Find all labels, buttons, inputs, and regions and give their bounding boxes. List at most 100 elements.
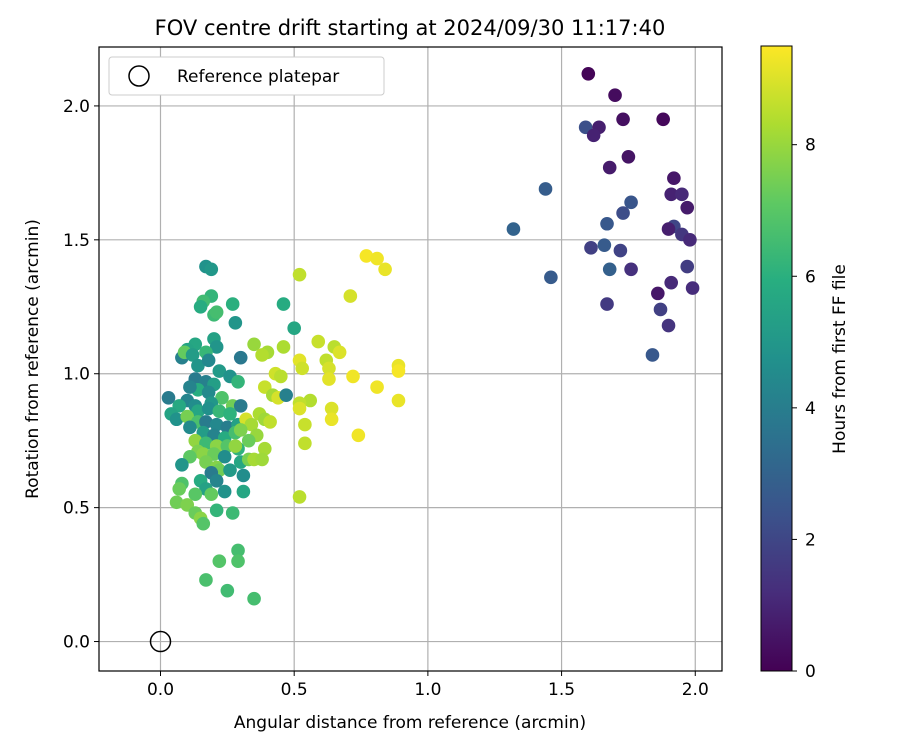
data-point xyxy=(292,490,307,504)
colorbar-gradient xyxy=(760,45,793,672)
data-point xyxy=(204,262,219,277)
colorbar-tick-label: 8 xyxy=(805,136,816,156)
data-point xyxy=(332,345,347,360)
colorbar-ticks: 0 2 4 6 8 xyxy=(792,136,816,682)
data-point xyxy=(653,302,668,317)
data-point xyxy=(303,393,318,408)
x-tick-label: 1.0 xyxy=(414,680,441,700)
data-point xyxy=(201,385,216,400)
data-point xyxy=(233,399,248,413)
data-point xyxy=(295,361,310,376)
data-point xyxy=(255,452,269,467)
data-point xyxy=(199,455,213,469)
data-point xyxy=(602,160,617,175)
data-point xyxy=(241,433,256,448)
data-point xyxy=(212,554,227,568)
data-point xyxy=(191,404,205,419)
data-point xyxy=(624,262,638,277)
data-point xyxy=(228,316,243,330)
data-point xyxy=(624,195,638,210)
data-point xyxy=(613,243,628,258)
data-point xyxy=(680,200,695,215)
data-point xyxy=(616,112,630,127)
data-point xyxy=(183,380,197,394)
data-point xyxy=(209,503,224,518)
data-point xyxy=(664,187,678,202)
data-point xyxy=(188,433,203,448)
colorbar-tick-label: 2 xyxy=(805,530,816,550)
data-point xyxy=(586,128,601,143)
data-point xyxy=(322,372,336,386)
data-point xyxy=(680,259,695,274)
data-point xyxy=(236,484,251,499)
data-point xyxy=(225,297,240,311)
data-point xyxy=(231,374,245,389)
data-point xyxy=(506,222,521,236)
data-point xyxy=(391,364,406,378)
data-point xyxy=(220,583,235,598)
data-point xyxy=(322,361,336,376)
data-point xyxy=(199,573,213,587)
data-point xyxy=(346,369,360,384)
x-tick-label: 2.0 xyxy=(682,680,709,700)
data-point xyxy=(298,417,312,432)
data-point xyxy=(656,112,670,127)
data-point xyxy=(292,267,307,282)
data-point xyxy=(199,415,213,429)
data-point xyxy=(616,206,630,220)
data-point xyxy=(279,388,293,402)
data-point xyxy=(311,334,326,349)
data-point xyxy=(276,297,291,311)
data-point xyxy=(196,516,211,531)
data-point xyxy=(584,241,598,255)
data-point xyxy=(217,484,232,499)
y-tick-label: 0.5 xyxy=(63,499,90,519)
data-point xyxy=(538,182,553,196)
data-point xyxy=(378,262,392,277)
grid-lines xyxy=(99,47,722,671)
data-point xyxy=(324,412,339,427)
data-point xyxy=(201,401,216,416)
colorbar-label: Hours from first FF file xyxy=(830,264,850,454)
data-point xyxy=(191,358,205,373)
y-axis-label: Rotation from reference (arcmin) xyxy=(23,219,43,499)
data-point xyxy=(169,495,184,510)
data-point xyxy=(600,216,614,231)
data-point xyxy=(370,251,384,266)
data-point xyxy=(169,412,184,427)
data-point xyxy=(225,506,240,520)
data-point xyxy=(231,543,245,558)
data-point xyxy=(324,401,339,416)
x-tick-label: 0.0 xyxy=(147,680,174,700)
reference-point xyxy=(149,630,172,653)
data-point xyxy=(209,305,224,319)
data-point xyxy=(217,449,232,464)
data-point xyxy=(263,415,277,429)
data-point xyxy=(228,439,243,453)
data-point xyxy=(161,391,176,405)
data-point xyxy=(685,281,700,295)
data-point xyxy=(292,401,307,416)
data-point xyxy=(683,233,697,247)
x-axis-label: Angular distance from reference (arcmin) xyxy=(234,713,586,733)
legend-label: Reference platepar xyxy=(177,67,339,87)
y-tick-label: 2.0 xyxy=(63,97,90,117)
data-point xyxy=(359,249,374,263)
data-point xyxy=(193,299,208,314)
plot-frame xyxy=(98,46,723,672)
data-point xyxy=(204,487,219,502)
data-point xyxy=(209,340,224,354)
data-point xyxy=(602,262,617,277)
colorbar: 0 2 4 6 8 Hours from first FF file xyxy=(760,45,850,682)
colorbar-tick-label: 4 xyxy=(805,399,816,419)
y-tick-label: 0.0 xyxy=(63,633,90,653)
data-point xyxy=(661,222,676,236)
y-tick-label: 1.5 xyxy=(63,231,90,251)
legend-marker-icon xyxy=(128,65,150,87)
data-point xyxy=(172,482,187,496)
y-tick-label: 1.0 xyxy=(63,365,90,385)
data-point xyxy=(247,591,261,606)
data-point xyxy=(664,275,678,290)
data-point xyxy=(667,171,681,186)
data-point xyxy=(597,238,612,252)
